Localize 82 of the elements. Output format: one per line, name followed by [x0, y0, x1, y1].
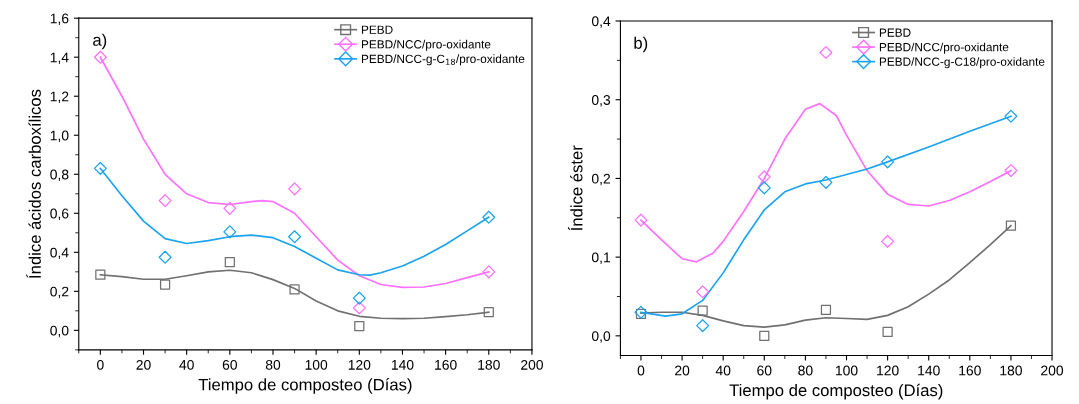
- point: [158, 194, 172, 208]
- legend-label: PEBD/NCC/pro-oxidante: [879, 42, 1009, 54]
- x-tick-label: 140: [918, 365, 940, 376]
- y-tick-label: 1,2: [50, 91, 69, 104]
- point: [223, 225, 237, 239]
- x-tick-label: 0: [97, 359, 104, 370]
- x-tick-label: 0: [637, 365, 645, 376]
- legend-label: PEBD: [361, 25, 393, 34]
- x-tick-label: 100: [835, 365, 858, 376]
- point: [223, 201, 237, 215]
- x-tick-label: 20: [675, 365, 690, 376]
- point: [224, 256, 235, 268]
- y-tick-label: 0,2: [591, 173, 611, 186]
- y-tick-label: 0,0: [50, 325, 69, 338]
- point: [1004, 109, 1018, 123]
- point: [759, 330, 770, 341]
- point: [696, 319, 710, 333]
- x-tick-label: 60: [222, 359, 238, 370]
- point: [482, 210, 496, 224]
- x-tick-label: 200: [1041, 365, 1064, 376]
- point: [158, 250, 172, 264]
- point: [483, 307, 494, 318]
- y-tick-label: 0,0: [591, 331, 611, 343]
- point: [159, 279, 171, 290]
- point: [757, 170, 771, 184]
- x-tick-label: 60: [757, 365, 772, 376]
- x-axis-title: Tiempo de composteo (Días): [198, 378, 412, 394]
- x-axis-title: Tiempo de composteo (Días): [729, 383, 943, 400]
- point: [352, 291, 366, 305]
- y-tick-label: 1,4: [50, 52, 69, 65]
- point: [1005, 220, 1017, 231]
- legend-label: PEBD/NCC/pro-oxidante: [361, 39, 491, 51]
- x-tick-label: 40: [179, 359, 194, 370]
- point: [634, 213, 648, 227]
- point: [482, 265, 496, 279]
- point: [1004, 164, 1018, 178]
- x-tick-label: 180: [478, 359, 500, 370]
- point: [93, 161, 107, 175]
- y-tick-label: 0,4: [50, 247, 69, 260]
- point: [696, 285, 710, 299]
- x-tick-label: 160: [435, 359, 457, 370]
- x-tick-label: 80: [265, 359, 281, 370]
- point: [93, 50, 107, 64]
- point: [697, 305, 708, 316]
- x-tick-label: 120: [877, 365, 899, 376]
- y-tick-label: 0,2: [50, 286, 69, 299]
- point: [819, 45, 833, 60]
- point: [354, 320, 365, 332]
- y-tick-label: 0,1: [591, 252, 611, 264]
- x-tick-label: 180: [1000, 365, 1022, 376]
- y-axis-title: Índice éster: [567, 145, 583, 231]
- legend-label: PEBD: [879, 28, 911, 37]
- y-tick-label: 0,6: [50, 208, 69, 221]
- point: [352, 301, 366, 315]
- point: [288, 182, 302, 196]
- annotation: b): [634, 36, 648, 53]
- point: [881, 234, 895, 248]
- x-tick-label: 40: [715, 365, 731, 376]
- point: [882, 326, 893, 338]
- legend-label: PEBD/NCC-g-C$_{18}$/pro-oxidante: [361, 54, 525, 66]
- x-tick-label: 80: [798, 365, 813, 376]
- point: [819, 175, 833, 189]
- x-tick-label: 20: [136, 359, 151, 370]
- annotation: a): [93, 33, 107, 50]
- x-tick-label: 100: [305, 359, 328, 370]
- point: [757, 181, 771, 195]
- x-tick-label: 200: [521, 359, 543, 370]
- y-tick-label: 1,6: [50, 13, 69, 25]
- y-tick-label: 0,3: [591, 95, 611, 107]
- x-tick-label: 140: [391, 359, 414, 370]
- y-axis-title: Índice ácidos carboxílicos: [26, 89, 41, 278]
- point: [820, 304, 832, 315]
- point: [288, 230, 302, 244]
- x-tick-label: 160: [959, 365, 981, 376]
- y-tick-label: 1,0: [50, 130, 69, 143]
- point: [95, 269, 106, 280]
- y-tick-label: 0,4: [591, 16, 611, 28]
- point: [881, 155, 895, 169]
- legend-label: PEBD/NCC-g-C18/pro-oxidante: [879, 57, 1045, 69]
- point: [289, 284, 300, 295]
- x-tick-label: 120: [348, 359, 371, 370]
- y-tick-label: 0,8: [50, 169, 69, 182]
